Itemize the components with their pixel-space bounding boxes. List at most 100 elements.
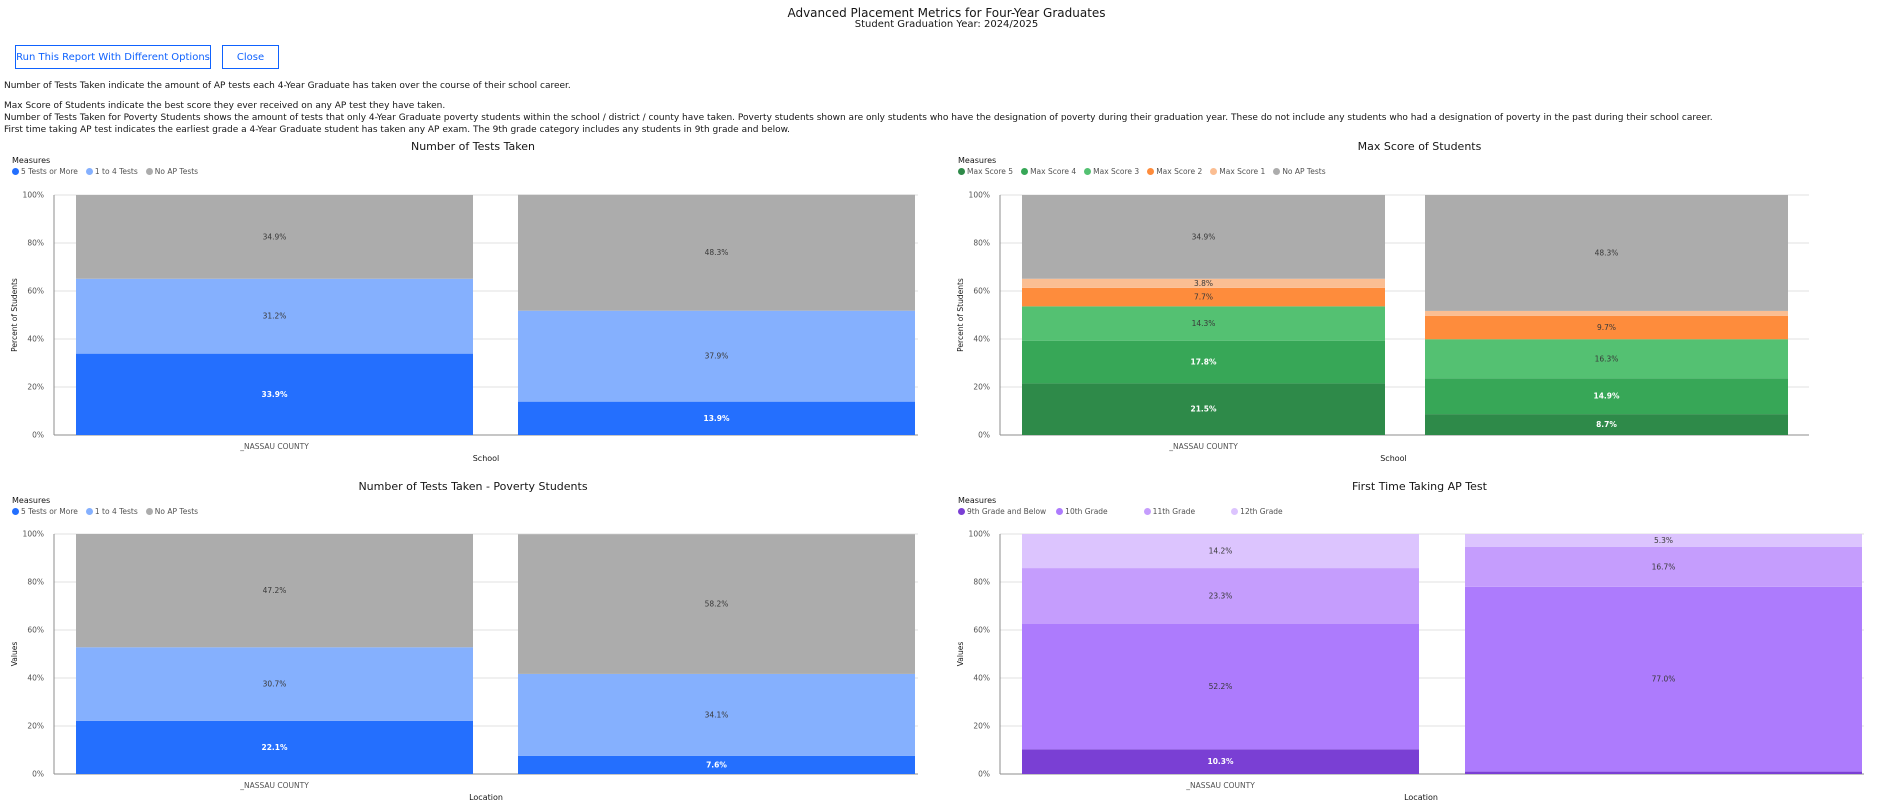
legend-item[interactable]: 10th Grade (1056, 507, 1108, 516)
data-label: 7.6% (706, 760, 727, 769)
bar-segment[interactable] (1022, 624, 1419, 750)
bar-segment[interactable] (1022, 749, 1419, 774)
bar-segment[interactable] (1022, 306, 1385, 341)
data-label: 8.7% (1596, 420, 1617, 429)
data-label: 3.8% (1194, 279, 1213, 288)
bar-segment[interactable] (1022, 383, 1385, 435)
legend-item[interactable]: 1 to 4 Tests (85, 507, 138, 516)
description-tests-taken: Number of Tests Taken indicate the amoun… (4, 81, 571, 91)
chart-legend: 5 Tests or More 1 to 4 Tests No AP Tests (12, 507, 198, 516)
bar-segment[interactable] (76, 534, 473, 648)
bar-segment[interactable] (518, 310, 915, 402)
data-label: 16.3% (1595, 354, 1619, 363)
data-label: 14.3% (1192, 319, 1216, 328)
description-first-time: First time taking AP test indicates the … (4, 125, 791, 135)
y-tick-label: 20% (27, 383, 44, 392)
chart-tests-taken: Number of Tests Taken Measures 5 Tests or … (0, 138, 946, 474)
legend-item[interactable]: 9th Grade and Below (958, 507, 1046, 516)
bar-segment[interactable] (1425, 378, 1788, 415)
x-axis-label: Location (469, 793, 503, 802)
data-label: 22.1% (261, 743, 288, 752)
bar-segment[interactable] (1022, 287, 1385, 307)
x-tick-label: _NASSAU COUNTY (239, 781, 309, 790)
bar-segment[interactable] (518, 673, 915, 756)
legend-item[interactable]: 5 Tests or More (12, 167, 78, 176)
legend-item[interactable]: Max Score 3 (1084, 167, 1139, 176)
data-label: 14.9% (1593, 392, 1620, 401)
legend-label: 9th Grade and Below (967, 507, 1047, 516)
legend-item[interactable]: 1 to 4 Tests (85, 167, 138, 176)
run-report-button[interactable]: Run This Report With Different Options (15, 45, 211, 69)
y-axis-label: Values (10, 642, 19, 667)
bar-segment[interactable] (76, 720, 473, 774)
data-label: 7.7% (1194, 293, 1213, 302)
bar-segment[interactable] (1022, 568, 1419, 624)
bar-segment[interactable] (1465, 771, 1862, 774)
legend-swatch (1231, 508, 1239, 515)
bar-segment[interactable] (1022, 340, 1385, 384)
bar-segment[interactable] (1425, 339, 1788, 379)
legend-item[interactable]: No AP Tests (145, 167, 199, 176)
bar-segment[interactable] (1465, 534, 1862, 547)
legend-label: No AP Tests (154, 167, 199, 176)
data-label: 17.8% (1190, 358, 1217, 367)
x-tick-label: _NASSAU COUNTY (1185, 781, 1255, 790)
y-tick-label: 100% (969, 530, 990, 539)
legend-swatch (145, 508, 153, 515)
legend-swatch (1021, 168, 1029, 175)
legend-item[interactable]: Max Score 4 (1021, 167, 1076, 176)
data-label: 23.3% (1209, 592, 1233, 601)
bar-segment[interactable] (76, 647, 473, 721)
bar-segment[interactable] (1022, 278, 1385, 288)
legend-item[interactable]: No AP Tests (1273, 167, 1326, 176)
y-axis-label: Percent of Students (956, 278, 965, 352)
bar-segment[interactable] (76, 195, 473, 279)
legend-item[interactable]: 12th Grade (1231, 507, 1283, 516)
data-label: 31.2% (263, 312, 287, 321)
legend-label: 11th Grade (1152, 507, 1196, 516)
legend-item[interactable]: Max Score 1 (1210, 167, 1265, 176)
description-max-score: Max Score of Students indicate the best … (4, 101, 446, 111)
bar-segment[interactable] (1022, 534, 1419, 569)
chart-title: Max Score of Students (1357, 140, 1482, 153)
legend-item[interactable]: No AP Tests (145, 507, 198, 516)
data-label: 37.9% (705, 352, 729, 361)
bar-segment[interactable] (1425, 315, 1788, 340)
bar-segment[interactable] (1465, 586, 1862, 772)
bar-segment[interactable] (1465, 546, 1862, 587)
legend-item[interactable]: 11th Grade (1143, 507, 1196, 516)
bar-segment[interactable] (76, 278, 473, 354)
close-button[interactable]: Close (222, 45, 279, 69)
bar-segment[interactable] (1425, 414, 1788, 435)
legend-item[interactable]: Max Score 2 (1147, 167, 1202, 176)
legend-label: Max Score 1 (1219, 167, 1266, 176)
legend-title: Measures (12, 156, 51, 165)
data-label: 9.7% (1597, 323, 1616, 332)
y-tick-label: 0% (978, 770, 990, 779)
y-tick-label: 40% (973, 335, 990, 344)
legend-label: Max Score 2 (1156, 167, 1203, 176)
legend-swatch (1143, 508, 1151, 515)
legend-item[interactable]: Max Score 5 (958, 167, 1013, 176)
legend-label: Max Score 3 (1093, 167, 1140, 176)
y-tick-label: 80% (973, 239, 990, 248)
chart-svg: 0% 20% 40% 60% 80% 100% Percent of Students Sch… (956, 191, 1809, 463)
y-tick-label: 0% (32, 770, 44, 779)
legend-item[interactable]: 5 Tests or More (12, 507, 78, 516)
bar-segment[interactable] (518, 401, 915, 435)
y-axis-label: Percent of Students (10, 278, 19, 352)
y-tick-label: 60% (973, 287, 990, 296)
bar-segment[interactable] (76, 353, 473, 435)
legend-label: 12th Grade (1240, 507, 1283, 516)
bar-segment[interactable] (518, 534, 915, 674)
bar-segment[interactable] (518, 194, 915, 311)
legend-label: Max Score 5 (967, 167, 1014, 176)
bar-segment[interactable] (1425, 310, 1788, 316)
legend-swatch (1210, 168, 1218, 175)
legend-swatch (12, 508, 19, 515)
bar-segment[interactable] (1425, 195, 1788, 311)
bar-segment[interactable] (518, 755, 915, 774)
bar-segment[interactable] (1022, 195, 1385, 279)
legend-swatch (85, 508, 93, 515)
chart-max-score: Max Score of Students Measures Max Score 5… (946, 138, 1893, 474)
